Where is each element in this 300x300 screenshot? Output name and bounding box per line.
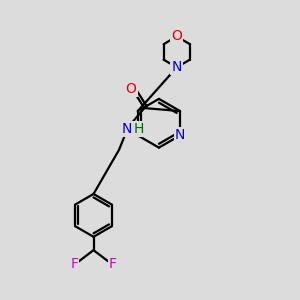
Text: N: N [175,128,185,142]
Text: H: H [134,122,145,136]
Text: F: F [109,257,117,272]
Text: F: F [70,257,78,272]
Text: N: N [172,60,182,74]
Text: N: N [121,122,132,136]
Text: O: O [171,29,182,44]
Text: O: O [125,82,136,96]
